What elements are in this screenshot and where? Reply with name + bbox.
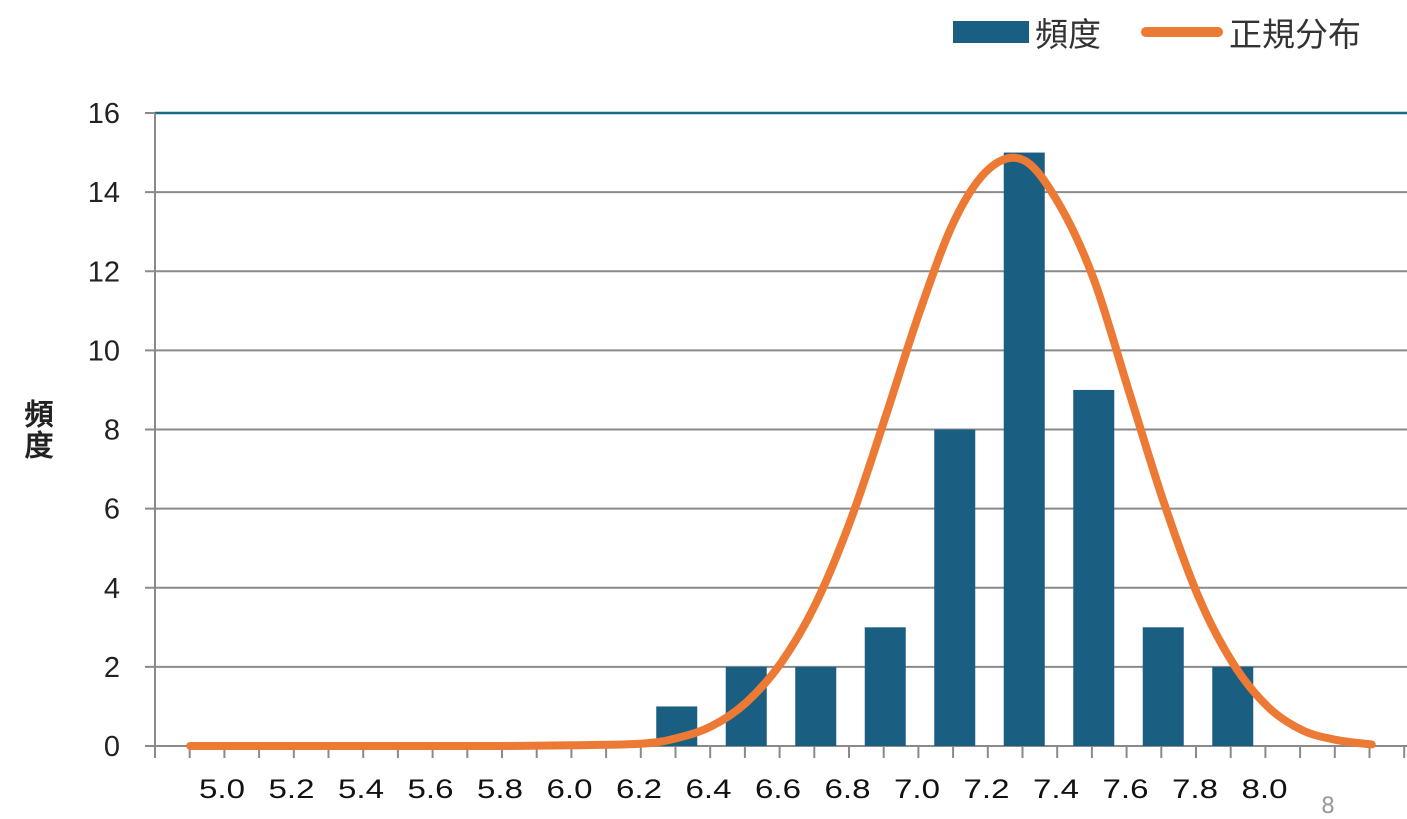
x-tick-label: 7.0 — [894, 774, 940, 804]
legend-line-label: 正規分布 — [1229, 15, 1361, 54]
bar — [1003, 152, 1045, 746]
page-number: 8 — [1321, 794, 1335, 819]
axes — [145, 112, 1406, 758]
x-tick-label: 7.4 — [1033, 774, 1079, 804]
x-tick-label: 5.2 — [269, 774, 315, 804]
x-tick-label: 6.8 — [825, 774, 871, 804]
legend: 頻度 正規分布 — [953, 8, 1361, 56]
x-tick-label: 7.6 — [1103, 774, 1149, 804]
y-tick-label: 2 — [104, 652, 120, 684]
bar — [864, 627, 906, 746]
bar — [1073, 389, 1115, 746]
gridlines — [155, 111, 1407, 747]
x-tick-label: 5.6 — [408, 774, 454, 804]
legend-bar-swatch — [953, 21, 1029, 43]
bar-series — [656, 152, 1254, 746]
x-tick-label: 6.0 — [547, 774, 593, 804]
bar — [934, 429, 976, 746]
y-tick-label: 14 — [88, 177, 120, 209]
y-tick-label: 6 — [104, 494, 120, 526]
y-tick-label: 0 — [104, 731, 120, 763]
x-tick-label: 7.2 — [964, 774, 1010, 804]
legend-line-swatch — [1141, 27, 1223, 37]
x-tick-labels: 5.0 5.2 5.4 5.6 5.8 6.0 6.2 6.4 6.6 6.8 7.0 7.2 7.4 7… — [199, 774, 1288, 804]
legend-item-line: 正規分布 — [1141, 8, 1361, 56]
y-axis-label: 頻度 — [20, 399, 54, 461]
x-tick-label: 6.2 — [616, 774, 662, 804]
line-series — [186, 153, 1376, 751]
y-tick-label: 16 — [88, 98, 120, 130]
y-tick-label: 10 — [88, 335, 120, 367]
x-tick-label: 7.8 — [1172, 774, 1218, 804]
legend-bar-label: 頻度 — [1035, 15, 1101, 54]
x-tick-label: 5.8 — [477, 774, 523, 804]
x-tick-label: 5.4 — [338, 774, 384, 804]
y-tick-label: 8 — [104, 415, 120, 447]
y-tick-label: 4 — [104, 573, 120, 605]
bar — [1142, 627, 1184, 746]
bar — [795, 666, 837, 746]
x-tick-label: 5.0 — [199, 774, 245, 804]
normal-curve — [186, 153, 1376, 751]
x-tick-label: 6.4 — [686, 774, 732, 804]
x-tick-label: 8.0 — [1242, 774, 1288, 804]
legend-item-bar: 頻度 — [953, 8, 1101, 56]
y-tick-labels: 0 2 4 6 8 10 12 14 16 — [88, 98, 120, 763]
y-tick-label: 12 — [88, 256, 120, 288]
x-tick-label: 6.6 — [755, 774, 801, 804]
